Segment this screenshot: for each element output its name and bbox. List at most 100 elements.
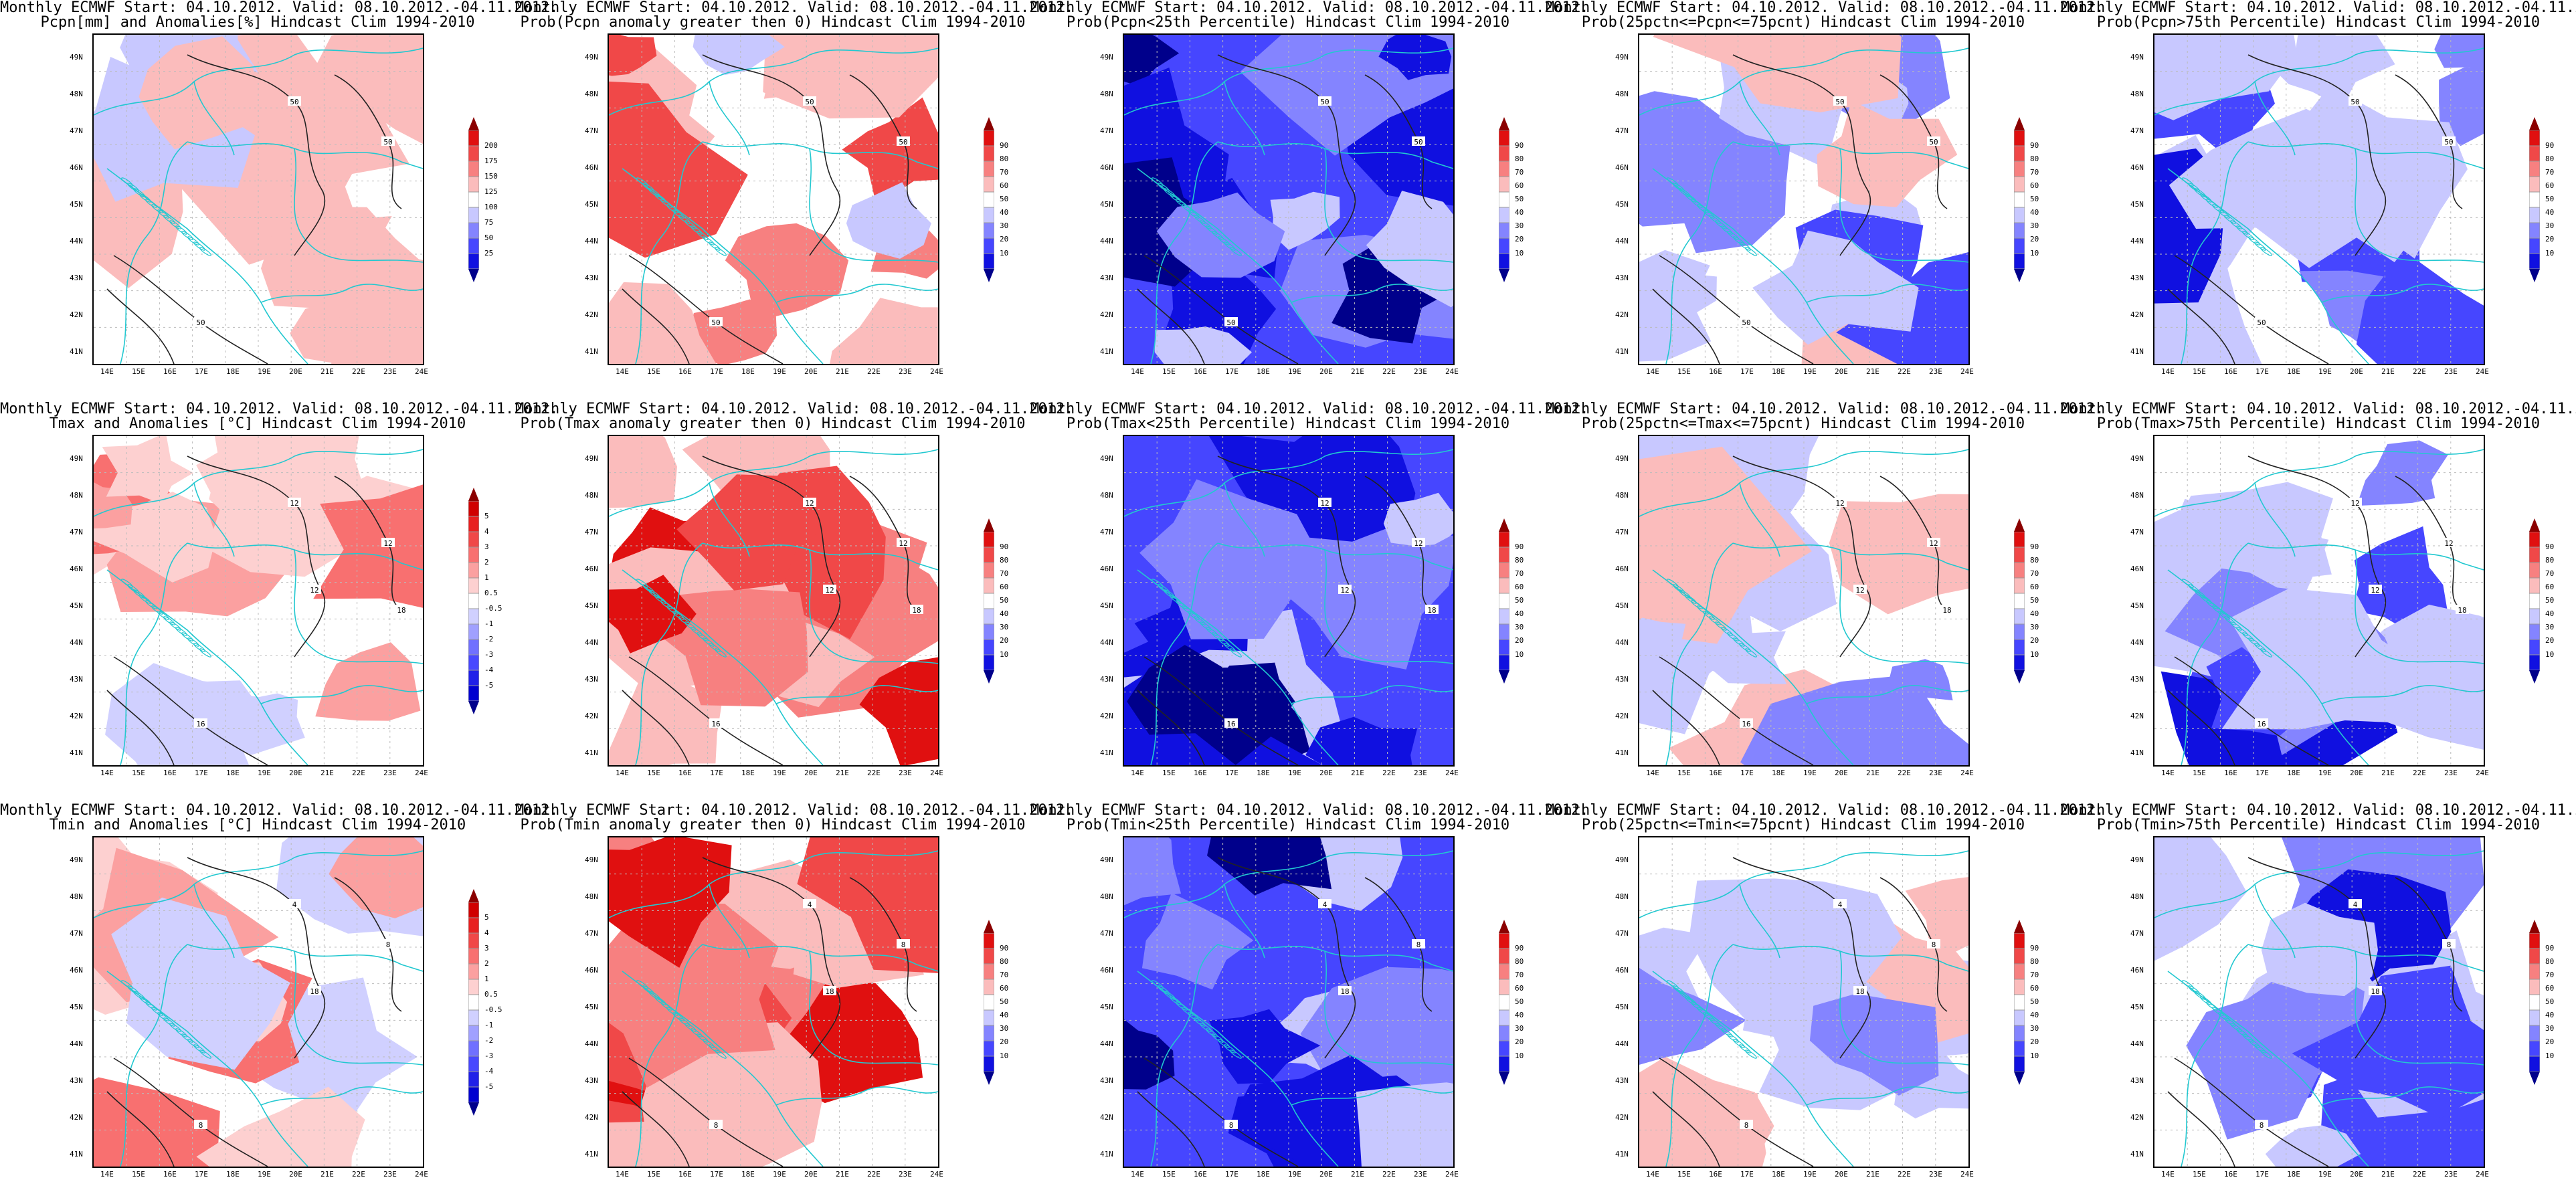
latitude-label: 42N — [585, 712, 598, 720]
contour-label: 50 — [1226, 318, 1235, 327]
longitude-label: 19E — [2318, 1170, 2332, 1179]
longitude-label: 15E — [132, 367, 145, 376]
island-outline — [1673, 985, 1685, 995]
color-bar-min-triangle — [1499, 670, 1509, 684]
longitude-label: 16E — [1194, 367, 1207, 376]
longitude-label: 23E — [1929, 769, 1942, 777]
map-canvas: 12 12 16 12 18 — [609, 436, 938, 765]
country-border — [1324, 148, 1453, 263]
island-outline — [151, 1007, 163, 1016]
latitude-label: 47N — [585, 126, 598, 135]
island-outline — [703, 236, 715, 245]
shaded-region — [1366, 191, 1453, 308]
longitude-label: 15E — [2193, 367, 2206, 376]
latitude-label: 48N — [2130, 90, 2144, 98]
country-border — [635, 141, 703, 364]
island-outline — [151, 605, 163, 615]
longitude-label: 18E — [2287, 769, 2300, 777]
contour-label-bg — [381, 136, 395, 146]
island-outline — [636, 579, 648, 588]
shaded-region — [94, 1077, 221, 1167]
longitude-label: 18E — [2287, 367, 2300, 376]
island-outline — [2200, 595, 2212, 604]
island-outline — [2200, 193, 2212, 203]
panel-title-line2: Prob(25pctn<=Pcpn<=75pcnt) Hindcast Clim… — [1581, 14, 2025, 31]
color-bar-segment — [2529, 130, 2540, 146]
map-canvas: 50 50 50 — [94, 35, 423, 364]
shaded-region — [1639, 967, 1747, 1065]
island-outline — [715, 1049, 727, 1059]
shaded-region — [145, 675, 258, 740]
color-bar-label: 50 — [2545, 195, 2555, 203]
color-bar-min-triangle — [984, 670, 994, 684]
island-outline — [1158, 183, 1170, 192]
color-bar-label: 30 — [1515, 221, 1524, 231]
map-canvas: 12 12 16 12 18 — [1124, 436, 1453, 765]
latitude-label: 45N — [1100, 601, 1113, 610]
shaded-region — [1639, 617, 1686, 667]
island-outline — [2206, 600, 2218, 609]
color-bar-label: 3 — [484, 943, 489, 952]
color-bar-label: 70 — [2545, 569, 2555, 578]
latitude-label: 49N — [1100, 454, 1113, 463]
contour-label: 12 — [310, 586, 318, 595]
longitude-label: 23E — [1929, 367, 1942, 376]
contour-label: 50 — [1835, 98, 1844, 106]
color-bar-segment — [2014, 237, 2025, 254]
latitude-label: 41N — [2130, 748, 2144, 757]
island-outline — [139, 193, 151, 203]
color-bar-segment — [2014, 1025, 2025, 1041]
color-bar-label: 90 — [1515, 542, 1524, 551]
latitude-label: 44N — [2130, 1039, 2144, 1048]
island-outline — [1224, 1044, 1236, 1054]
map-canvas: 4 8 8 18 — [609, 837, 938, 1167]
longitude-label: 14E — [1131, 769, 1144, 777]
longitude-label: 22E — [352, 1170, 365, 1179]
shaded-region — [2292, 965, 2484, 1118]
island-outline — [1673, 584, 1685, 593]
longitude-label: 19E — [773, 367, 786, 376]
longitude-label: 24E — [415, 1170, 428, 1179]
island-outline — [121, 980, 133, 989]
island-outline — [2194, 589, 2206, 599]
color-bar-label: 1 — [484, 974, 489, 983]
latitude-label: 44N — [70, 638, 83, 647]
color-bar-label: 40 — [1515, 208, 1524, 217]
country-border — [120, 542, 188, 765]
contour-label: 4 — [1323, 900, 1327, 909]
island-outline — [145, 199, 157, 208]
longitude-label: 22E — [352, 367, 365, 376]
island-outline — [1164, 991, 1176, 1000]
contour-label-bg — [823, 585, 836, 594]
latitude-label: 44N — [2130, 237, 2144, 245]
map-panel: Monthly ECMWF Start: 04.10.2012. Valid: … — [1030, 803, 1588, 1204]
contour-label-bg — [1338, 585, 1352, 594]
shaded-region — [102, 436, 193, 504]
color-bar-segment — [468, 593, 479, 609]
color-bar-segment — [984, 207, 994, 223]
color-bar-label: 10 — [2545, 248, 2555, 258]
color-bar-segment — [468, 207, 479, 223]
latitude-label: 44N — [1615, 638, 1629, 647]
color-bar-label: 125 — [484, 187, 498, 196]
island-outline — [2212, 605, 2224, 615]
latitude-label: 45N — [1100, 200, 1113, 209]
color-bar-label: 5 — [484, 912, 489, 922]
color-bar-label: 50 — [2545, 997, 2555, 1006]
country-border — [809, 148, 938, 263]
shaded-region — [2261, 902, 2378, 997]
longitude-label: 14E — [100, 769, 114, 777]
island-outline — [1673, 183, 1685, 192]
contour-label: 4 — [808, 900, 812, 909]
color-bar-label: 10 — [1515, 649, 1524, 659]
color-bar-segment — [1499, 253, 1509, 269]
island-outline — [660, 199, 672, 208]
shaded-region — [725, 223, 849, 322]
shaded-region — [609, 81, 748, 258]
island-outline — [2182, 579, 2194, 588]
latitude-label: 41N — [70, 748, 83, 757]
shaded-region — [261, 207, 423, 334]
island-outline — [187, 637, 199, 647]
color-bar-label: 20 — [1515, 1037, 1524, 1047]
color-bar-segment — [1499, 608, 1509, 624]
